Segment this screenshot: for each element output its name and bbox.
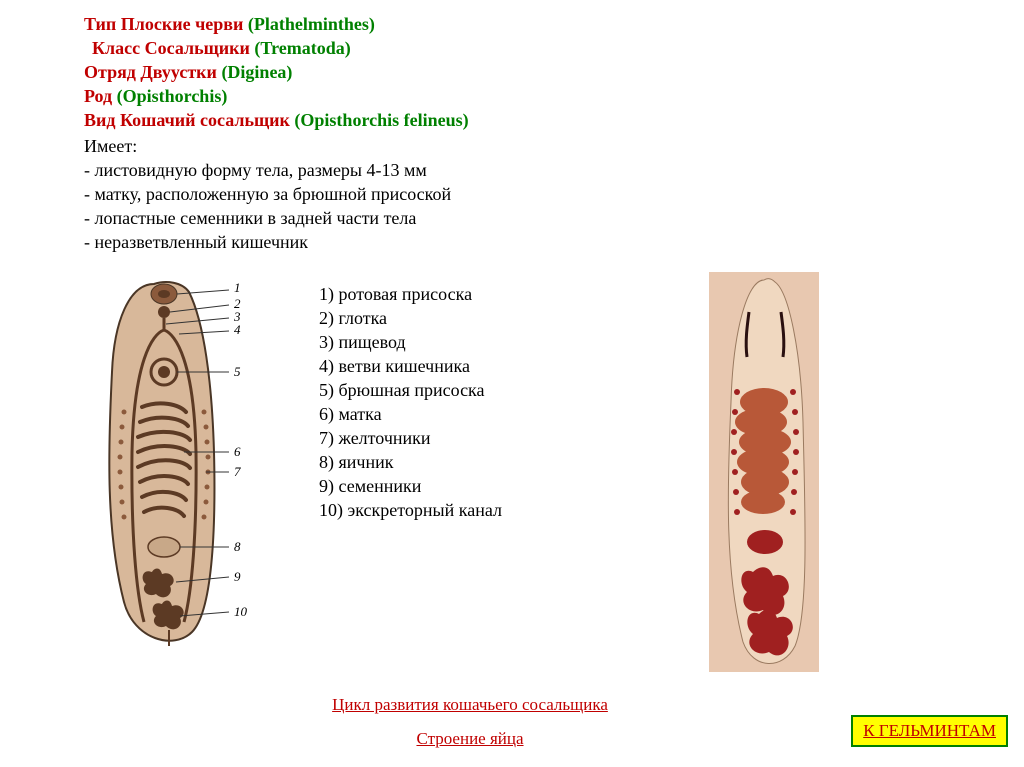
anat-8: 8) яичник xyxy=(319,450,502,474)
nav-button-label: К ГЕЛЬМИНТАМ xyxy=(863,721,996,740)
specimen-photo xyxy=(709,272,819,672)
tax-green-1: (Trematoda) xyxy=(254,38,350,58)
photo-svg xyxy=(709,272,819,672)
anat-3: 3) пищевод xyxy=(319,330,502,354)
anat-10: 10) экскреторный канал xyxy=(319,498,502,522)
tax-line-4: Вид Кошачий сосальщик (Opisthorchis feli… xyxy=(84,108,1024,132)
anat-5: 5) брюшная присоска xyxy=(319,378,502,402)
bullet-3: - неразветвленный кишечник xyxy=(84,230,1024,254)
tax-green-0: (Plathelminthes) xyxy=(248,14,375,34)
tax-red-1: Класс Сосальщики xyxy=(92,38,250,58)
num-5: 5 xyxy=(234,364,241,379)
tax-red-3: Род xyxy=(84,86,112,106)
bottom-links: Цикл развития кошачьего сосальщика Строе… xyxy=(300,688,640,756)
num-9: 9 xyxy=(234,569,241,584)
anat-9: 9) семенники xyxy=(319,474,502,498)
anat-1: 1) ротовая присоска xyxy=(319,282,502,306)
bullet-2: - лопастные семенники в задней части тел… xyxy=(84,206,1024,230)
bullets-block: - листовидную форму тела, размеры 4-13 м… xyxy=(84,158,1024,254)
bullet-1: - матку, расположенную за брюшной присос… xyxy=(84,182,1024,206)
tax-line-3: Род (Opisthorchis) xyxy=(84,84,1024,108)
back-to-helminths-button[interactable]: К ГЕЛЬМИНТАМ xyxy=(851,715,1008,747)
num-1: 1 xyxy=(234,280,241,295)
tax-green-4: (Opisthorchis felineus) xyxy=(294,110,468,130)
link-lifecycle[interactable]: Цикл развития кошачьего сосальщика xyxy=(332,695,608,714)
main-content: Тип Плоские черви (Plathelminthes) Класс… xyxy=(0,0,1024,652)
oral-sucker-inner xyxy=(158,290,170,298)
anat-6: 6) матка xyxy=(319,402,502,426)
num-8: 8 xyxy=(234,539,241,554)
intro-text: Имеет: xyxy=(84,134,1024,158)
ventral-sucker-inner xyxy=(158,366,170,378)
num-7: 7 xyxy=(234,464,241,479)
tax-red-4: Вид Кошачий сосальщик xyxy=(84,110,290,130)
anatomy-list: 1) ротовая присоска 2) глотка 3) пищевод… xyxy=(319,282,502,522)
pharynx xyxy=(158,306,170,318)
num-10: 10 xyxy=(234,604,248,619)
anatomy-diagram: 1 2 3 4 5 6 7 8 9 10 xyxy=(84,272,274,652)
anat-4: 4) ветви кишечника xyxy=(319,354,502,378)
tax-red-2: Отряд Двуустки xyxy=(84,62,217,82)
bullet-0: - листовидную форму тела, размеры 4-13 м… xyxy=(84,158,1024,182)
link-egg-structure[interactable]: Строение яйца xyxy=(416,729,523,748)
ovary xyxy=(148,537,180,557)
photo-ovary xyxy=(747,530,783,554)
tax-line-2: Отряд Двуустки (Diginea) xyxy=(84,60,1024,84)
tax-line-1: Класс Сосальщики (Trematoda) xyxy=(84,36,1024,60)
tax-green-2: (Diginea) xyxy=(221,62,292,82)
diagram-svg: 1 2 3 4 5 6 7 8 9 10 xyxy=(84,272,274,652)
taxonomy-block: Тип Плоские черви (Plathelminthes) Класс… xyxy=(84,12,1024,132)
anat-7: 7) желточники xyxy=(319,426,502,450)
num-4: 4 xyxy=(234,322,241,337)
num-6: 6 xyxy=(234,444,241,459)
diagram-numbers: 1 2 3 4 5 6 7 8 9 10 xyxy=(233,280,248,619)
tax-line-0: Тип Плоские черви (Plathelminthes) xyxy=(84,12,1024,36)
tax-green-3: (Opisthorchis) xyxy=(117,86,228,106)
anat-2: 2) глотка xyxy=(319,306,502,330)
tax-red-0: Тип Плоские черви xyxy=(84,14,243,34)
figures-row: 1 2 3 4 5 6 7 8 9 10 1) ротовая присоска… xyxy=(84,272,1024,652)
